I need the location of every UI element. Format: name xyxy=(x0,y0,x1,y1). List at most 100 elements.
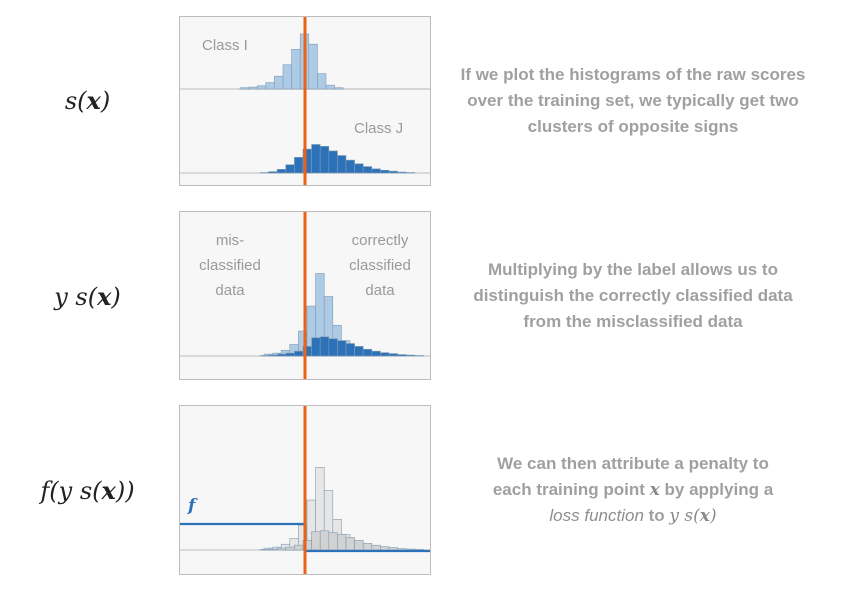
class-j-bar xyxy=(405,354,416,357)
formula-label-times-score: y s(x) xyxy=(0,282,175,311)
gray-bar xyxy=(405,548,416,551)
class-j-bar xyxy=(276,353,287,357)
histogram-panel-raw-scores: Class I Class J xyxy=(179,16,431,186)
misclassified-label: mis- classified data xyxy=(188,228,272,303)
class-j-bar xyxy=(319,336,330,357)
formula-text: s( xyxy=(64,87,87,115)
class-j-bar xyxy=(362,348,373,357)
gray-bar xyxy=(276,547,287,551)
formula-text: f(y s( xyxy=(40,477,102,505)
formula-text: y s( xyxy=(54,283,98,311)
class-i-bar xyxy=(265,82,275,90)
misclassified-line: data xyxy=(215,282,245,299)
class-i-bar xyxy=(274,75,284,90)
histogram-label-times-score-svg xyxy=(180,212,430,379)
class-i-bar xyxy=(248,86,258,90)
class-j-bar xyxy=(380,169,390,174)
class-j-bar xyxy=(397,354,407,357)
misclassified-line: mis- xyxy=(215,232,245,249)
class-i-bar xyxy=(282,64,292,90)
gray-bar xyxy=(337,534,347,551)
class-j-bar xyxy=(276,169,287,174)
class-j-bar xyxy=(319,146,330,174)
class-j-bar xyxy=(362,166,373,174)
formula-text: ) xyxy=(100,87,111,115)
correct-line: classified xyxy=(349,257,411,274)
description-raw-scores: If we plot the histograms of the raw sco… xyxy=(460,65,806,136)
class-j-bar xyxy=(285,352,295,357)
class-j-bar xyxy=(268,171,278,174)
formula-text: )) xyxy=(115,477,135,505)
formula-text: ) xyxy=(111,283,121,311)
formula-vector-x: x xyxy=(86,86,101,115)
class-j-bar xyxy=(328,150,338,174)
class-j-bar xyxy=(397,171,407,174)
gray-bar xyxy=(354,540,364,551)
desc-math: ) xyxy=(709,506,717,526)
class-i-bar xyxy=(334,87,344,90)
class-j-label: Class J xyxy=(354,120,404,137)
histogram-panel-loss: f xyxy=(179,405,431,575)
gray-bar xyxy=(328,532,338,551)
histogram-panel-label-times-score: mis- classified data correctly classifie… xyxy=(179,211,431,380)
loss-function-f-label: f xyxy=(188,496,196,516)
class-j-bar xyxy=(311,337,321,357)
gray-bar xyxy=(285,546,295,551)
class-j-bar xyxy=(388,170,398,174)
class-j-bar xyxy=(311,144,321,174)
class-i-bar xyxy=(239,87,249,90)
class-j-bar xyxy=(328,338,338,357)
gray-bar xyxy=(311,531,321,551)
desc-text: to xyxy=(648,506,665,525)
correct-line: data xyxy=(365,282,395,299)
class-i-bar xyxy=(317,73,327,90)
class-j-bar xyxy=(380,352,390,357)
class-j-bar xyxy=(337,155,347,174)
gray-bar xyxy=(294,544,304,551)
class-i-label: Class I xyxy=(202,37,248,54)
class-i-bar xyxy=(291,49,301,90)
gray-bar xyxy=(319,530,330,551)
formula-vector-x: x xyxy=(101,476,116,505)
desc-math: y s( xyxy=(669,506,700,526)
misclassified-line: classified xyxy=(199,257,261,274)
desc-loss-function-text: loss function xyxy=(549,506,644,525)
gray-bar xyxy=(371,544,381,551)
formula-vector-x: x xyxy=(97,282,112,311)
class-j-bar xyxy=(388,353,398,357)
gray-bar xyxy=(380,546,390,551)
class-j-bar xyxy=(294,157,304,174)
class-j-bar xyxy=(371,350,381,357)
class-j-bar xyxy=(294,350,304,357)
desc-line-2: each training point x by applying a xyxy=(458,477,808,503)
class-i-bar xyxy=(256,85,267,90)
gray-bar xyxy=(362,542,373,551)
histogram-loss-svg xyxy=(180,406,430,574)
desc-math-x: x xyxy=(649,480,660,500)
desc-text: by applying a xyxy=(664,480,774,499)
class-j-bar xyxy=(371,168,381,174)
desc-math-x: x xyxy=(699,506,710,526)
gray-bar xyxy=(268,548,278,551)
formula-raw-score: s(x) xyxy=(0,86,175,115)
class-i-bar xyxy=(325,84,335,90)
formula-loss: f(y s(x)) xyxy=(0,476,175,505)
desc-text: each training point xyxy=(492,480,645,499)
class-j-bar xyxy=(345,159,355,174)
correct-line: correctly xyxy=(351,232,409,249)
class-j-bar xyxy=(285,164,295,174)
desc-line-3: loss function to y s(x) xyxy=(458,503,808,529)
histogram-raw-scores-svg xyxy=(180,17,430,185)
gray-bar xyxy=(345,537,355,551)
class-j-bar xyxy=(337,340,347,357)
class-j-bar xyxy=(268,354,278,357)
class-i-bar xyxy=(308,43,318,90)
class-j-bar xyxy=(354,346,364,357)
description-loss: We can then attribute a penalty to each … xyxy=(458,451,808,529)
class-j-bar xyxy=(354,163,364,174)
gray-bar xyxy=(397,548,407,551)
correctly-classified-label: correctly classified data xyxy=(336,228,424,303)
gray-bar xyxy=(388,547,398,551)
desc-line-1: We can then attribute a penalty to xyxy=(497,454,769,473)
class-j-bar xyxy=(345,343,355,357)
